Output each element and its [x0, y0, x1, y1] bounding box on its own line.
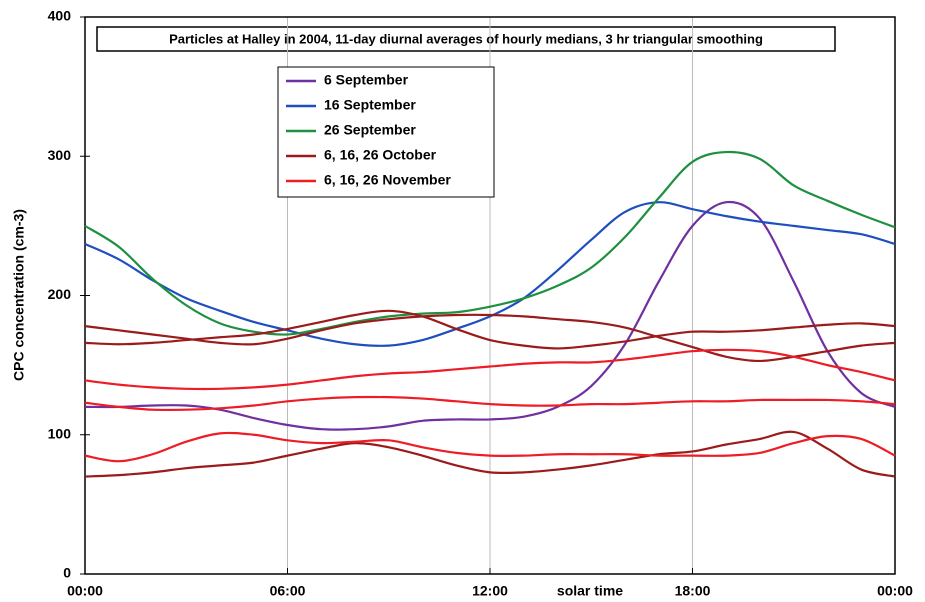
- y-axis-label: CPC concentration (cm-3): [11, 209, 27, 381]
- legend-label: 6, 16, 26 October: [324, 147, 437, 163]
- series-line: [84, 395, 896, 412]
- y-tick-label: 300: [48, 147, 72, 163]
- series-line: [84, 430, 896, 478]
- y-tick-label: 400: [48, 8, 72, 24]
- x-tick-label: 12:00: [472, 583, 508, 599]
- series-line: [84, 309, 896, 350]
- series-line: [84, 313, 896, 363]
- y-tick-label: 200: [48, 286, 72, 302]
- x-axis-label: solar time: [557, 583, 623, 599]
- x-tick-label: 18:00: [675, 583, 711, 599]
- y-tick-label: 0: [63, 565, 71, 581]
- plot-frame: [84, 16, 896, 575]
- chart-title: Particles at Halley in 2004, 11-day diur…: [169, 31, 763, 46]
- series-line: [84, 201, 896, 347]
- series-line: [84, 200, 896, 431]
- legend-label: 26 September: [324, 122, 416, 138]
- x-tick-label: 06:00: [270, 583, 306, 599]
- y-tick-label: 100: [48, 425, 72, 441]
- legend-label: 16 September: [324, 97, 416, 113]
- series-line: [84, 348, 896, 391]
- series-line: [84, 150, 896, 336]
- legend-label: 6, 16, 26 November: [324, 172, 451, 188]
- series-line: [84, 431, 896, 463]
- legend-label: 6 September: [324, 72, 409, 88]
- title-box: [96, 26, 836, 52]
- x-tick-label: 00:00: [877, 583, 913, 599]
- x-tick-label: 00:00: [67, 583, 103, 599]
